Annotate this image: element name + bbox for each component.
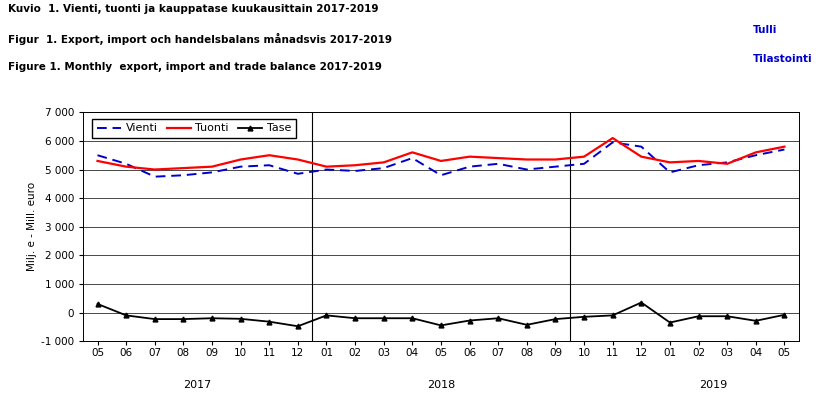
Text: 2018: 2018 (427, 380, 455, 390)
Legend: Vienti, Tuonti, Tase: Vienti, Tuonti, Tase (92, 119, 295, 138)
Text: 2019: 2019 (699, 380, 727, 390)
Text: Figure 1. Monthly  export, import and trade balance 2017-2019: Figure 1. Monthly export, import and tra… (8, 62, 382, 72)
Y-axis label: Milj. e - Mill. euro: Milj. e - Mill. euro (27, 182, 37, 271)
Text: Kuvio  1. Vienti, tuonti ja kauppatase kuukausittain 2017-2019: Kuvio 1. Vienti, tuonti ja kauppatase ku… (8, 4, 379, 14)
Text: 2017: 2017 (184, 380, 212, 390)
Text: Tilastointi: Tilastointi (753, 54, 813, 64)
Text: Tulli: Tulli (753, 25, 777, 35)
Text: Figur  1. Export, import och handelsbalans månadsvis 2017-2019: Figur 1. Export, import och handelsbalan… (8, 33, 393, 45)
